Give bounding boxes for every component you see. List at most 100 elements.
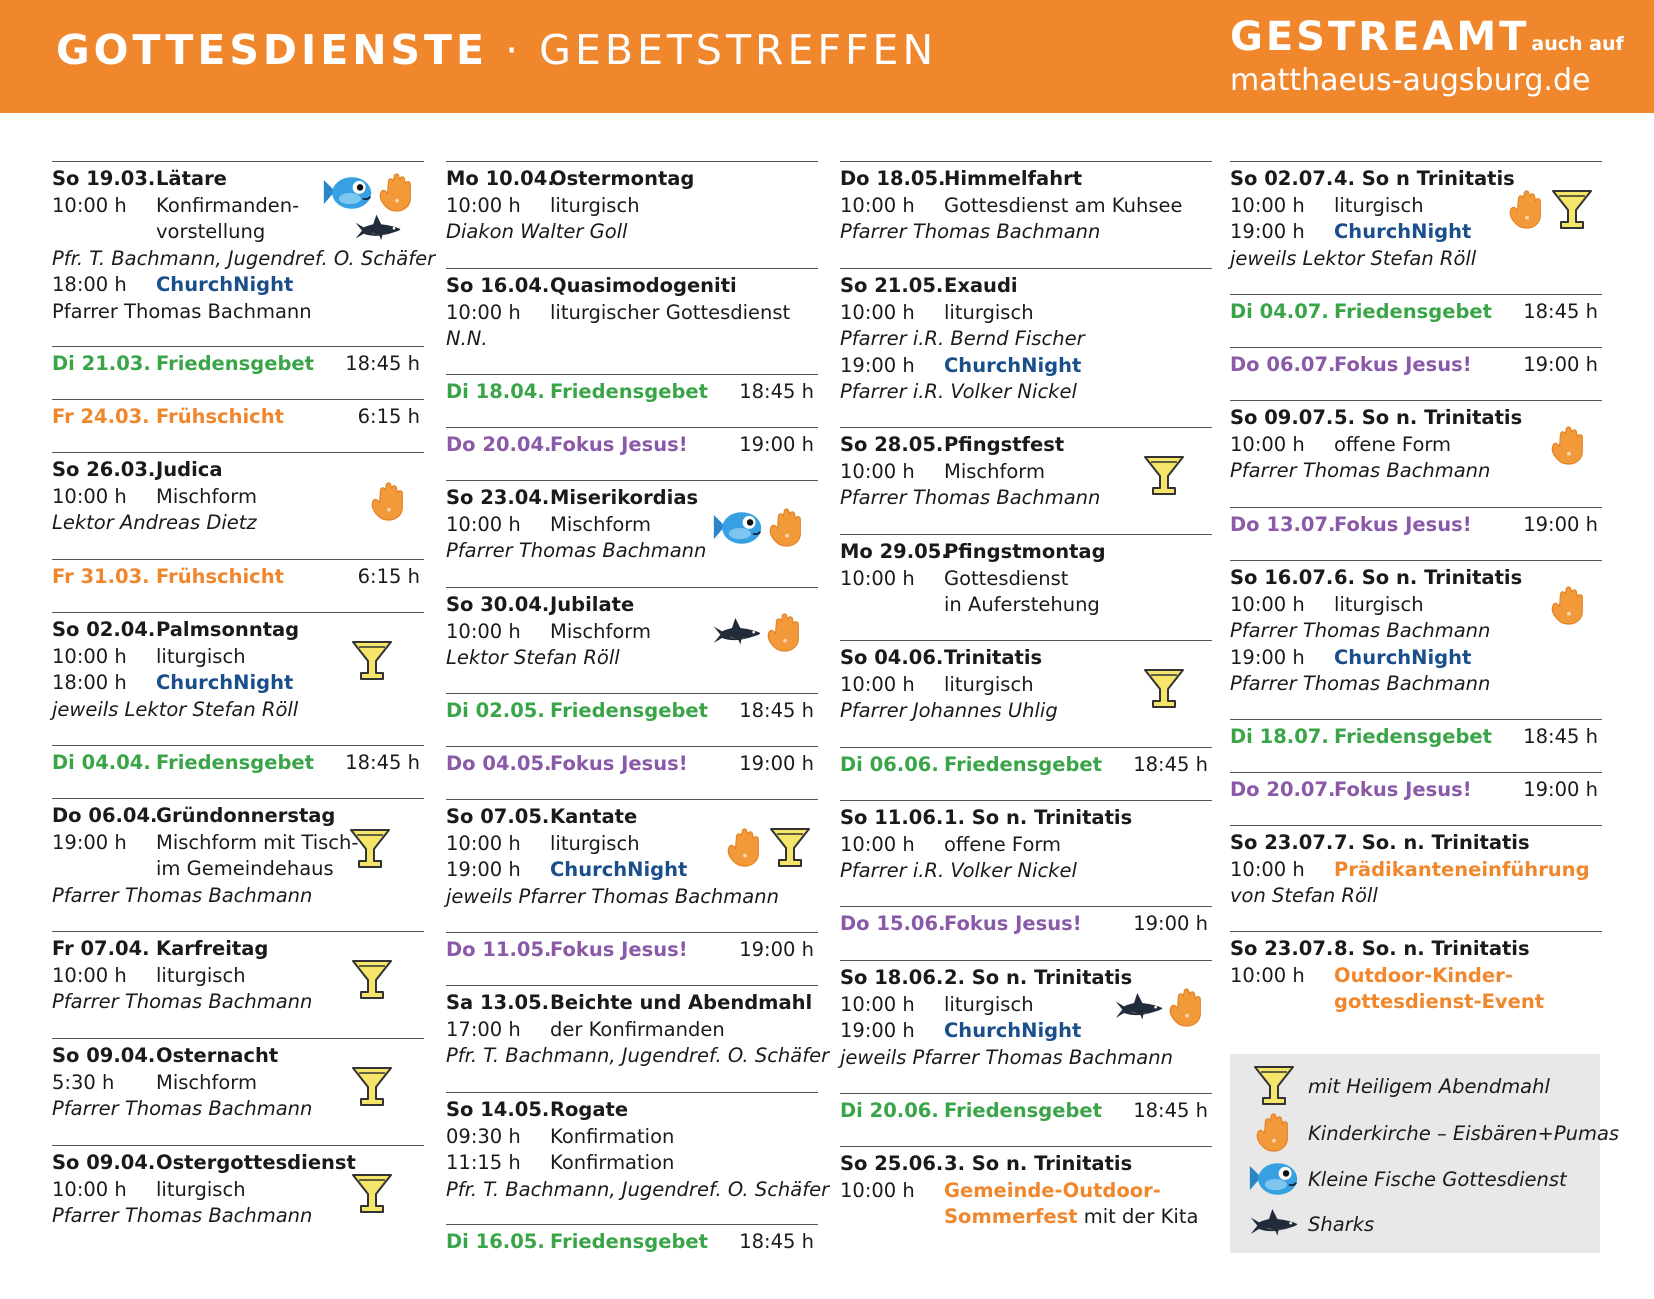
- entry-date: So 26.03.: [52, 458, 156, 481]
- service-entry: So 26.03. Judica 10:00 h Mischform Lektor …: [52, 452, 424, 559]
- entry-date: So 14.05.: [446, 1098, 550, 1121]
- entry-leader: jeweils Lektor Stefan Röll: [1230, 246, 1477, 270]
- entry-name: Ostergottesdienst: [156, 1151, 356, 1174]
- entry-event: Prädikanteneinführung: [1334, 857, 1590, 881]
- entry-name: 5. So n. Trinitatis: [1334, 406, 1523, 429]
- entry-time: 10:00 h: [1230, 963, 1305, 987]
- entry-name: Pfingstfest: [944, 433, 1065, 456]
- entry-date: Do 04.05.: [446, 752, 552, 775]
- entry-form: Gottesdienst am Kuhsee: [944, 193, 1183, 217]
- service-entry: So 11.06. 1. So n. Trinitatis 10:00 h offe…: [840, 800, 1212, 906]
- entry-time: 10:00 h: [1230, 857, 1305, 881]
- service-entry: So 04.06. Trinitatis 10:00 h liturgisch Pf…: [840, 640, 1212, 747]
- entry-name: Fokus Jesus!: [944, 912, 1082, 935]
- entry-time: 10:00 h: [446, 512, 521, 536]
- entry-leader: jeweils Lektor Stefan Röll: [52, 697, 299, 721]
- entry-name: 1. So n. Trinitatis: [944, 806, 1133, 829]
- entry-time: 19:00 h: [1230, 645, 1305, 669]
- entry-form: liturgisch: [550, 831, 640, 855]
- entry-date: Di 18.04.: [446, 380, 545, 403]
- entry-form: liturgisch: [1334, 592, 1424, 616]
- entry-name: 4. So n Trinitatis: [1334, 167, 1515, 190]
- entry-form: liturgisch: [550, 193, 640, 217]
- entry-time: 10:00 h: [840, 832, 915, 856]
- entry-time: 19:00 h: [52, 830, 127, 854]
- entry-form: liturgisch: [156, 1177, 246, 1201]
- website-url[interactable]: matthaeus-augsburg.de: [1230, 63, 1591, 98]
- service-entry: So 30.04. Jubilate 10:00 h Mischform Lekto…: [446, 587, 818, 693]
- entry-time: 19:00 h: [446, 858, 521, 881]
- entry-name: 6. So n. Trinitatis: [1334, 566, 1523, 589]
- stream-also-on: auch auf: [1531, 33, 1624, 55]
- entry-name: Exaudi: [944, 274, 1018, 297]
- service-entry: Mo 10.04. Ostermontag 10:00 h liturgisch D…: [446, 161, 818, 268]
- service-entry: Di 16.05. Friedensgebet 18:45 h: [446, 1224, 818, 1264]
- title-separator: ·: [505, 26, 523, 74]
- entry-event-suffix: mit der Kita: [1077, 1205, 1199, 1228]
- entry-name: Fokus Jesus!: [1334, 513, 1472, 536]
- chalice-icon: [1142, 667, 1186, 711]
- entry-time: 18:45 h: [1133, 753, 1208, 776]
- entry-form: Mischform: [550, 619, 651, 643]
- entry-date: Fr 07.04.: [52, 937, 150, 960]
- entry-form: liturgisch: [1334, 193, 1424, 217]
- entry-time: 10:00 h: [840, 992, 915, 1016]
- entry-name: Rogate: [550, 1098, 629, 1121]
- legend-item-small-fish: Kleine Fische Gottesdienst: [1240, 1158, 1567, 1200]
- entry-date: Di 21.03.: [52, 352, 151, 375]
- entry-form: Konfirmation: [550, 1151, 675, 1174]
- entry-event: Sommerfest: [944, 1205, 1078, 1228]
- entry-form: Gottesdienst: [944, 566, 1069, 590]
- service-entry: So 23.07. 8. So. n. Trinitatis 10:00 h Out…: [1230, 931, 1602, 1021]
- service-entry: Di 20.06. Friedensgebet 18:45 h: [840, 1093, 1212, 1146]
- legend-label: Sharks: [1308, 1212, 1375, 1236]
- service-entry: So 16.07. 6. So n. Trinitatis 10:00 h litu…: [1230, 560, 1602, 719]
- entry-time: 10:00 h: [1230, 193, 1305, 217]
- entry-form: Mischform: [156, 484, 257, 508]
- entry-leader: Pfarrer i.R. Volker Nickel: [840, 859, 1077, 882]
- entry-time: 10:00 h: [52, 1177, 127, 1201]
- stream-notice: GESTREAMT auch auf: [1230, 14, 1624, 60]
- entry-name: Fokus Jesus!: [1334, 353, 1472, 376]
- entry-date: Do 15.06.: [840, 912, 946, 935]
- column-2: Mo 10.04. Ostermontag 10:00 h liturgisch D…: [446, 161, 830, 1264]
- service-entry: So 09.04. Ostergottesdienst 10:00 h liturg…: [52, 1145, 424, 1235]
- column-3: Do 18.05. Himmelfahrt 10:00 h Gottesdienst…: [840, 161, 1212, 1236]
- entry-name: 7. So. n. Trinitatis: [1334, 831, 1530, 854]
- entry-time: 19:00 h: [1230, 220, 1305, 243]
- entry-date: Fr 24.03.: [52, 405, 150, 428]
- entry-name: Ostermontag: [550, 167, 695, 190]
- entry-form-cont: in Auferstehung: [944, 593, 1100, 616]
- entry-leader: Pfarrer Thomas Bachmann: [52, 883, 313, 907]
- header-banner: GOTTESDIENSTE · GEBETSTREFFEN GESTREAMT a…: [0, 0, 1654, 113]
- entry-name: Friedensgebet: [550, 380, 708, 403]
- entry-leader: N.N.: [446, 327, 488, 350]
- entry-date: Fr 31.03.: [52, 565, 150, 588]
- entry-time: 10:00 h: [1230, 432, 1305, 456]
- entry-time: 19:00 h: [1523, 353, 1598, 376]
- service-entry: Do 04.05. Fokus Jesus! 19:00 h: [446, 746, 818, 799]
- entry-time: 10:00 h: [52, 644, 127, 668]
- entry-time: 18:45 h: [1523, 725, 1598, 748]
- hand-icon: [724, 827, 766, 869]
- service-entry: Di 18.04. Friedensgebet 18:45 h: [446, 374, 818, 427]
- service-entry: Di 04.04. Friedensgebet 18:45 h: [52, 745, 424, 798]
- entry-churchnight: ChurchNight: [944, 1019, 1082, 1042]
- chalice-icon: [350, 1065, 394, 1109]
- service-entry: Di 18.07. Friedensgebet 18:45 h: [1230, 719, 1602, 772]
- service-entry: So 09.04. Osternacht 5:30 h Mischform Pfar…: [52, 1038, 424, 1145]
- entry-leader: Pfarrer Thomas Bachmann: [1230, 672, 1491, 695]
- entry-time: 19:00 h: [739, 752, 814, 775]
- entry-leader: Pfarrer Thomas Bachmann: [840, 220, 1101, 243]
- entry-date: Di 06.06.: [840, 753, 939, 776]
- entry-form: offene Form: [944, 832, 1062, 856]
- chalice-icon: [350, 958, 394, 1002]
- entry-time: 17:00 h: [446, 1017, 521, 1041]
- service-entry: Fr 31.03. Frühschicht 6:15 h: [52, 559, 424, 612]
- entry-churchnight: ChurchNight: [550, 858, 688, 881]
- service-entry: Mo 29.05. Pfingstmontag 10:00 h Gottesdien…: [840, 534, 1212, 640]
- chalice-icon: [348, 827, 392, 871]
- service-entry: Do 13.07. Fokus Jesus! 19:00 h: [1230, 507, 1602, 560]
- entry-date: Do 06.04.: [52, 804, 158, 827]
- entry-leader: Pfr. T. Bachmann, Jugendref. O. Schäfer: [446, 1044, 830, 1067]
